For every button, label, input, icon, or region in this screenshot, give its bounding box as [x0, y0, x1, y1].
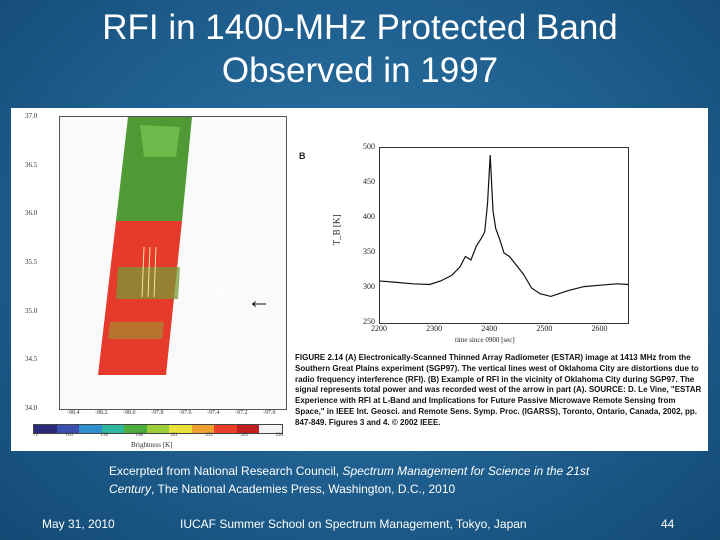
plot-svg: [379, 154, 629, 298]
latitude-tick: 35.5: [25, 258, 38, 266]
x-axis-label: time since 0900 [sec]: [455, 336, 515, 344]
x-tick-label: 2200: [371, 324, 387, 333]
colorbar-swatch: [124, 425, 147, 433]
colorbar-swatch: [146, 425, 170, 433]
longitude-tick: -97.8: [151, 410, 164, 416]
latitude-tick: 34.0: [25, 404, 38, 412]
colorbar-labels: 71 103 136 168 201 233 265 298: [33, 433, 283, 438]
latitude-tick: 36.0: [25, 209, 38, 218]
x-tick-label: 2500: [536, 324, 553, 333]
latitude-tick: 35.0: [25, 306, 38, 315]
x-tick-label: 2400: [481, 324, 498, 333]
radiometer-image: [98, 117, 192, 375]
longitude-tick: -97.6: [179, 410, 192, 416]
y-tick-label: 350: [363, 247, 375, 256]
plot-panel: B T_B [K] 500 450 400 350 300 250 2200 2300 240…: [295, 142, 708, 353]
latitude-tick: 34.5: [25, 355, 38, 364]
longitude-tick: -98.2: [95, 410, 108, 416]
colorbar-swatch: [79, 425, 102, 433]
longitude-tick: -97.0: [263, 410, 276, 416]
arrow-left-icon: ←: [247, 287, 271, 314]
colorbar-swatch: [214, 425, 237, 433]
longitude-tick: -98.4: [67, 410, 80, 416]
footer-page-number: 44: [661, 517, 675, 531]
excerpt-prefix: Excerpted from National Research Council…: [109, 464, 343, 478]
series-line: [379, 154, 629, 298]
colorbar-tick: 168: [135, 433, 144, 438]
longitude-tick: -97.4: [207, 410, 220, 416]
source-excerpt: Excerpted from National Research Council…: [109, 462, 629, 498]
colorbar-swatch: [191, 425, 215, 433]
colorbar-swatch: [56, 425, 80, 433]
colorbar-swatch: [169, 425, 192, 433]
y-tick-label: 250: [363, 317, 375, 326]
y-tick-label: 300: [363, 282, 375, 291]
excerpt-book-title: Spectrum Management for Science in the 2…: [109, 464, 590, 496]
rfi-stripe: [141, 246, 145, 298]
y-tick-label: 450: [363, 177, 375, 186]
panel-b-label: B: [299, 151, 306, 161]
colorbar-tick: 298: [275, 433, 284, 438]
colorbar-swatch: [101, 425, 125, 433]
x-tick-label: 2300: [426, 324, 443, 333]
excerpt-suffix: , The National Academies Press, Washingt…: [151, 482, 456, 496]
colorbar-tick: 136: [100, 433, 109, 438]
longitude-tick: -97.2: [235, 410, 248, 416]
colorbar-tick: 201: [170, 433, 179, 438]
latitude-tick: 36.5: [25, 160, 38, 169]
y-axis-label: T_B [K]: [331, 214, 342, 246]
figure-caption: FIGURE 2.14 (A) Electronically-Scanned T…: [295, 353, 702, 427]
colorbar-tick: 103: [65, 433, 74, 438]
plot-area: [379, 147, 629, 324]
colorbar-title: Brightness [K]: [131, 441, 173, 449]
colorbar-tick: 71: [33, 433, 38, 438]
footer-date: May 31, 2010: [42, 517, 115, 531]
colorbar-swatch: [259, 425, 283, 433]
y-tick-label: 400: [363, 212, 375, 221]
colorbar-tick: 265: [240, 433, 249, 438]
x-tick-label: 2600: [591, 324, 608, 333]
colorbar-tick: 233: [205, 433, 214, 438]
rfi-stripe: [153, 246, 157, 298]
oklahoma-city-label: OKLAHOMA CITY: [192, 289, 234, 305]
colorbar-swatch: [34, 425, 57, 433]
colorbar: [33, 424, 283, 434]
footer-event: IUCAF Summer School on Spectrum Manageme…: [180, 517, 527, 531]
latitude-tick: 37.0: [25, 112, 38, 120]
lake-feature: [108, 322, 164, 339]
map-panel: 37.0 36.5 36.0 35.5 35.0 34.5 34.0 OKLAHOMA CI…: [11, 108, 295, 451]
longitude-tick: -98.0: [123, 410, 136, 416]
figure-image: 37.0 36.5 36.0 35.5 35.0 34.5 34.0 OKLAHOMA CI…: [11, 108, 708, 451]
okc-distortion: [116, 267, 180, 299]
swath-north-light: [140, 125, 180, 157]
colorbar-swatch: [236, 425, 260, 433]
y-tick-label: 500: [363, 142, 375, 151]
rfi-stripe: [147, 246, 151, 298]
slide-title: RFI in 1400-MHz Protected Band Observed …: [102, 8, 618, 90]
map-frame: [59, 116, 287, 410]
